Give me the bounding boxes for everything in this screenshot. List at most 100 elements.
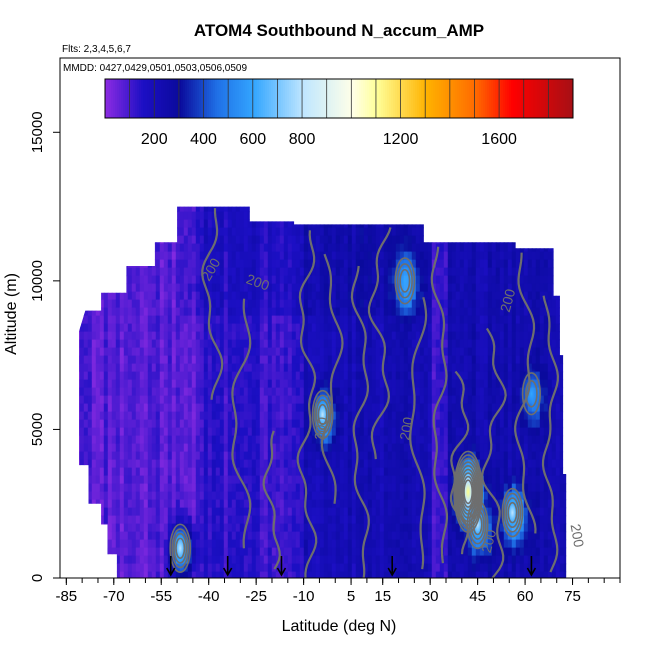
- heatmap-cell: [379, 523, 385, 533]
- heatmap-cell: [427, 499, 433, 509]
- heatmap-cell: [427, 331, 433, 341]
- heatmap-cell: [451, 363, 457, 373]
- heatmap-cell: [187, 563, 193, 573]
- heatmap-cell: [171, 267, 177, 277]
- heatmap-cell: [351, 371, 357, 381]
- heatmap-cell: [195, 475, 201, 485]
- heatmap-cell: [111, 339, 117, 349]
- heatmap-cell: [387, 371, 393, 381]
- heatmap-cell: [495, 387, 501, 397]
- heatmap-cell: [131, 379, 137, 389]
- heatmap-cell: [307, 291, 313, 301]
- heatmap-cell: [99, 243, 105, 253]
- heatmap-cell: [215, 571, 221, 578]
- heatmap-cell: [135, 211, 141, 221]
- heatmap-cell: [371, 323, 377, 333]
- heatmap-cell: [123, 283, 129, 293]
- heatmap-cell: [231, 307, 237, 317]
- heatmap-cell: [223, 283, 229, 293]
- heatmap-cell: [447, 547, 453, 557]
- heatmap-cell: [219, 219, 225, 229]
- heatmap-cell: [359, 443, 365, 453]
- heatmap-cell: [95, 547, 101, 557]
- heatmap-cell: [279, 259, 285, 269]
- heatmap-cell: [103, 227, 109, 237]
- heatmap-cell: [139, 283, 145, 293]
- heatmap-cell: [423, 347, 429, 357]
- heatmap-cell: [427, 531, 433, 541]
- heatmap-cell: [259, 299, 265, 309]
- heatmap-cell: [295, 315, 301, 325]
- heatmap-cell: [331, 283, 337, 293]
- heatmap-cell: [115, 275, 121, 285]
- heatmap-cell: [487, 275, 493, 285]
- heatmap-cell: [479, 315, 485, 325]
- heatmap-cell: [83, 467, 89, 477]
- heatmap-cell: [279, 387, 285, 397]
- heatmap-cell: [271, 206, 277, 213]
- heatmap-cell: [415, 451, 421, 461]
- heatmap-cell: [115, 227, 121, 237]
- heatmap-cell: [79, 515, 85, 525]
- heatmap-cell: [343, 315, 349, 325]
- heatmap-cell: [283, 363, 289, 373]
- heatmap-cell: [427, 283, 433, 293]
- heatmap-cell: [255, 411, 261, 421]
- heatmap-cell: [183, 235, 189, 245]
- heatmap-cell: [391, 235, 397, 245]
- heatmap-cell: [159, 243, 165, 253]
- heatmap-cell: [467, 339, 473, 349]
- heatmap-cell: [107, 323, 113, 333]
- heatmap-cell: [483, 275, 489, 285]
- heatmap-cell: [203, 475, 209, 485]
- heatmap-cell: [87, 387, 93, 397]
- heatmap-cell: [423, 483, 429, 493]
- heatmap-cell: [467, 443, 473, 453]
- heatmap-cell: [323, 451, 329, 461]
- heatmap-cell: [395, 515, 401, 525]
- heatmap-cell: [335, 563, 341, 573]
- heatmap-cell: [455, 563, 461, 573]
- heatmap-cell: [367, 339, 373, 349]
- heatmap-cell: [451, 571, 457, 578]
- heatmap-cell: [447, 515, 453, 525]
- heatmap-cell: [439, 499, 445, 509]
- heatmap-cell: [319, 491, 325, 501]
- heatmap-cell: [487, 267, 493, 277]
- heatmap-cell: [395, 403, 401, 413]
- heatmap-cell: [343, 339, 349, 349]
- heatmap-cell: [115, 283, 121, 293]
- heatmap-cell: [491, 451, 497, 461]
- heatmap-cell: [303, 291, 309, 301]
- heatmap-cell: [263, 515, 269, 525]
- heatmap-cell: [479, 403, 485, 413]
- heatmap-cell: [187, 355, 193, 365]
- heatmap-cell: [403, 555, 409, 565]
- heatmap-cell: [223, 427, 229, 437]
- heatmap-cell: [491, 307, 497, 317]
- heatmap-cell: [99, 427, 105, 437]
- heatmap-cell: [363, 275, 369, 285]
- heatmap-cell: [467, 235, 473, 245]
- heatmap-cell: [443, 491, 449, 501]
- heatmap-cell: [403, 475, 409, 485]
- heatmap-cell: [83, 283, 89, 293]
- heatmap-cell: [103, 459, 109, 469]
- heatmap-cell: [339, 523, 345, 533]
- heatmap-cell: [191, 539, 197, 549]
- heatmap-cell: [123, 219, 129, 229]
- heatmap-cell: [267, 243, 273, 253]
- heatmap-cell: [279, 515, 285, 525]
- heatmap-cell: [155, 251, 161, 261]
- heatmap-cell: [447, 571, 453, 578]
- heatmap-cell: [271, 235, 277, 245]
- heatmap-cell: [291, 315, 297, 325]
- heatmap-cell: [255, 419, 261, 429]
- heatmap-cell: [403, 491, 409, 501]
- heatmap-cell: [395, 563, 401, 573]
- heatmap-cell: [183, 459, 189, 469]
- heatmap-cell: [283, 523, 289, 533]
- heatmap-cell: [351, 267, 357, 277]
- heatmap-cell: [487, 219, 493, 229]
- heatmap-cell: [251, 435, 257, 445]
